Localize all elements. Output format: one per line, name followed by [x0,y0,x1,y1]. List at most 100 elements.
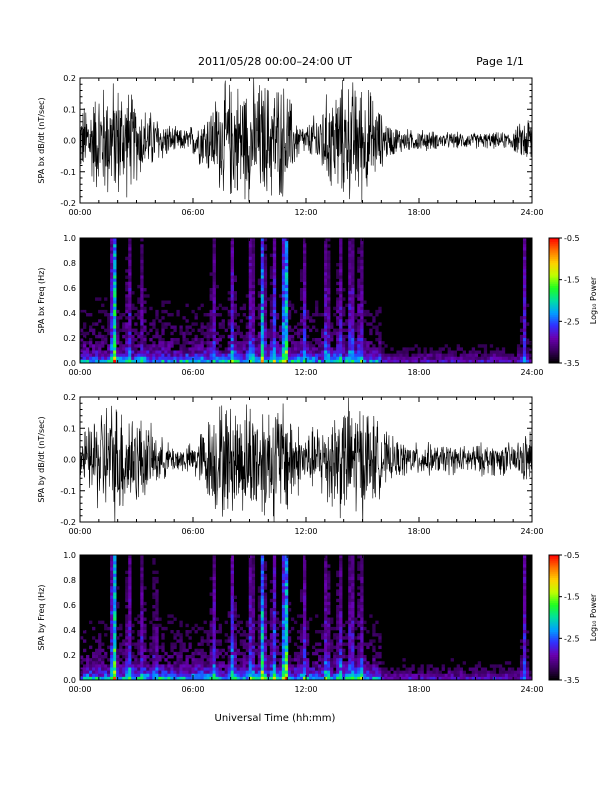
spectrogram-cell [360,620,364,625]
spectrogram-cell [215,648,219,653]
spectrogram-cell [327,573,331,578]
spectrogram-cell [89,328,93,333]
spectrogram-cell [327,642,331,646]
spectrogram-cell [327,651,331,656]
spectrogram-cell [339,347,343,351]
spectrogram-cell [233,306,237,311]
spectrogram-cell [122,325,126,329]
spectrogram-cell [173,325,177,329]
spectrogram-cell [251,651,256,656]
spectrogram-cell [125,316,129,320]
spectrogram-cell [522,331,527,336]
spectrogram-cell [185,350,189,354]
spectrogram-cell [212,670,216,675]
spectrogram-cell [251,347,256,351]
colorbar-segment [549,665,559,668]
spectrogram-cell [507,661,512,665]
spectrogram-cell [462,350,466,354]
spectrogram-cell [339,601,343,606]
spectrogram-cell [227,325,231,329]
spectrogram-cell [281,359,286,364]
spectrogram-cell [281,325,286,329]
spectrogram-cell [284,356,289,361]
spectrogram-cell [242,645,247,650]
spectrogram-cell [348,608,352,612]
spectrogram-cell [369,642,373,646]
spectrogram-cell [498,356,503,361]
spectrogram-cell [345,303,349,308]
spectrogram-cell [200,341,204,345]
spectrogram-cell [164,651,168,656]
spectrogram-cell [128,576,132,581]
spectrogram-cell [113,605,117,609]
spectrogram-cell [519,639,524,643]
spectrogram-cell [212,642,216,646]
spectrogram-cell [230,241,234,245]
spectrogram-cell [110,642,114,646]
spectrogram-cell [272,291,277,295]
spectrogram-cell [188,664,192,668]
spectrogram-cell [218,344,222,348]
spectrogram-cell [348,322,352,326]
spectrogram-cell [146,664,150,668]
spectrogram-cell [405,670,409,675]
spectrogram-cell [477,344,482,348]
spectrogram-cell [339,555,343,559]
spectrogram-cell [227,350,231,354]
spectrogram-cell [104,626,108,631]
spectrogram-cell [245,331,250,336]
spectrogram-cell [324,259,328,264]
spectrogram-cell [230,356,234,361]
y-tick-label: 0.8 [63,259,76,268]
spectrogram-cell [372,319,376,323]
spectrogram-cell [182,645,186,650]
spectrogram-cell [191,655,195,659]
spectrogram-cell [266,356,271,361]
spectrogram-cell [245,341,250,345]
spectrogram-cell [324,614,328,618]
spectrogram-cell [116,655,120,659]
spectrogram-cell [212,306,216,311]
spectrogram-cell [221,356,225,361]
colorbar-segment [549,555,559,558]
spectrogram-cell [206,325,210,329]
spectrogram-cell [233,338,237,342]
spectrogram-cell [384,670,388,675]
x-tick-label: 12:00 [294,208,317,217]
spectrogram-cell [158,347,162,351]
spectrogram-cell [230,247,234,251]
spectrogram-cell [98,331,102,336]
spectrogram-cell [302,661,307,665]
spectrogram-cell [525,338,530,342]
spectrogram-cell [80,328,84,333]
spectrogram-cell [327,256,331,261]
spectrogram-cell [357,614,361,618]
spectrogram-cell [336,664,340,668]
spectrogram-cell [372,344,376,348]
spectrogram-cell [302,341,307,345]
spectrogram-cell [128,670,132,675]
spectrogram-cell [299,592,304,596]
spectrogram-cell [116,651,120,656]
spectrogram-cell [327,658,331,662]
spectrogram-cell [215,639,219,643]
spectrogram-cell [113,655,117,659]
spectrogram-cell [339,676,343,681]
spectrogram-cell [284,297,289,301]
spectrogram-cell [357,303,361,308]
spectrogram-cell [227,309,231,314]
spectrogram-cell [302,664,307,668]
spectrogram-cell [287,359,292,364]
spectrogram-cell [306,642,310,646]
spectrogram-cell [155,359,159,364]
spectrogram-cell [272,284,277,289]
spectrogram-cell [357,633,361,637]
spectrogram-cell [152,583,156,587]
spectrogram-cell [321,661,325,665]
spectrogram-cell [218,626,222,631]
spectrogram-cell [263,266,268,270]
spectrogram-cell [378,636,382,640]
spectrogram-cell [441,673,445,678]
spectrogram-cell [197,667,201,671]
spectrogram-cell [230,250,234,254]
